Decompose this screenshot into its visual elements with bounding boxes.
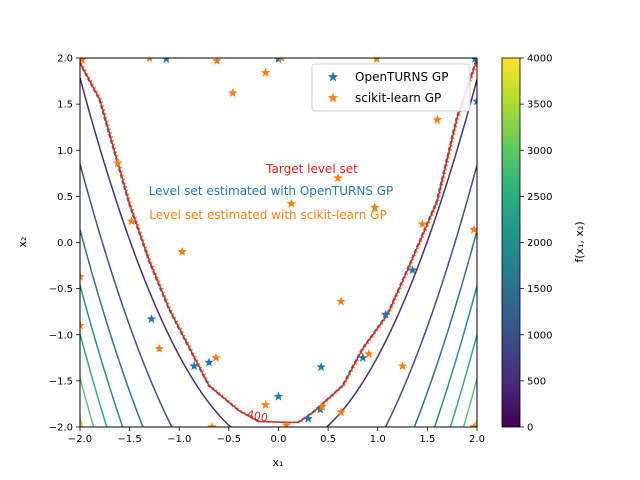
x-tick-label: 2.0 — [469, 434, 485, 445]
sklearn-point-28 — [469, 422, 477, 427]
sklearn-point-26 — [317, 401, 327, 411]
openturns-point-13 — [407, 265, 418, 275]
sklearn-point-22 — [211, 352, 221, 362]
y-tick-label: 1.5 — [57, 100, 73, 111]
sklearn-point-8 — [112, 158, 123, 168]
sklearn-point-14 — [469, 224, 477, 234]
colorbar-ticks: 0 500 1000 1500 2000 2500 3000 3500 4000 — [520, 54, 552, 434]
x-tick-label: −1.5 — [117, 434, 141, 445]
level-set-lines: 400 — [80, 59, 477, 425]
sklearn-point-16 — [80, 320, 85, 330]
openturns-point-0 — [162, 58, 171, 63]
openturns-point-11 — [358, 352, 368, 362]
sklearn-point-2 — [212, 58, 222, 65]
sklearn-point-10 — [286, 198, 297, 208]
legend-box — [311, 63, 471, 112]
x-tick-label: 0.5 — [320, 434, 336, 445]
sklearn-point-19 — [336, 296, 346, 306]
sklearn-point-25 — [281, 420, 292, 427]
x-tick-label: 0.0 — [271, 434, 287, 445]
y-tick-label: −1.0 — [49, 330, 73, 341]
contour-line-1000 — [80, 163, 477, 427]
colorbar-tick-label: 3000 — [527, 146, 552, 157]
y-tick-label: −1.5 — [49, 376, 73, 387]
contour-line-1500 — [80, 229, 477, 427]
sample-points — [80, 58, 477, 427]
openturns-point-5 — [189, 361, 199, 371]
y-tick-label: −0.5 — [49, 284, 73, 295]
contour-line-500 — [80, 77, 477, 427]
annotation-target: Target level set — [265, 162, 358, 176]
y-tick-label: 0.0 — [57, 238, 73, 249]
contour-lines — [80, 77, 477, 427]
legend-marker-0 — [327, 71, 339, 82]
sklearn-point-3 — [228, 88, 238, 98]
sklearn-point-20 — [364, 349, 374, 359]
openturns-point-8 — [303, 413, 314, 423]
openturns-level-set — [80, 59, 477, 423]
annotation-openturns: Level set estimated with OpenTURNS GP — [149, 184, 394, 198]
colorbar — [501, 57, 521, 428]
sklearn-point-5 — [278, 58, 285, 63]
sklearn-point-7 — [432, 114, 443, 124]
colorbar-tick-label: 1500 — [527, 284, 552, 295]
plot-frame — [79, 57, 478, 428]
contour-line-3000 — [80, 377, 477, 427]
openturns-point-2 — [471, 58, 477, 63]
sklearn-point-21 — [397, 361, 408, 371]
y-tick-label: 1.0 — [57, 146, 73, 157]
sklearn-point-24 — [260, 399, 271, 409]
x-tick-label: −2.0 — [68, 434, 92, 445]
y-tick-label: 0.5 — [57, 192, 73, 203]
y-tick-label: 2.0 — [57, 54, 73, 65]
sklearn-point-9 — [126, 216, 137, 226]
target-level-set — [80, 59, 477, 424]
sklearn-point-11 — [333, 172, 343, 182]
colorbar-tick-label: 1000 — [527, 330, 552, 341]
annotation-sklearn: Level set estimated with scikit-learn GP — [149, 208, 386, 222]
x-tick-label: 1.5 — [419, 434, 435, 445]
x-tick-label: 1.0 — [370, 434, 386, 445]
sklearn-point-18 — [154, 343, 165, 353]
contour-line-2500 — [80, 333, 477, 427]
legend-label-openturns: OpenTURNS GP — [355, 70, 448, 84]
openturns-point-3 — [472, 96, 477, 106]
colorbar-tick-label: 4000 — [527, 54, 552, 65]
colorbar-tick-label: 2000 — [527, 238, 552, 249]
legend-label-sklearn: scikit-learn GP — [355, 91, 441, 105]
sklearn-point-1 — [146, 58, 153, 63]
openturns-point-6 — [204, 357, 214, 367]
sklearn-point-12 — [370, 202, 380, 212]
sklearn-point-17 — [177, 246, 187, 256]
x-tick-label: −0.5 — [217, 434, 241, 445]
y-tick-label: −2.0 — [49, 423, 73, 434]
sklearn-point-6 — [372, 58, 381, 63]
legend-markers — [327, 71, 339, 103]
colorbar-label: f(x₁, x₂) — [573, 221, 586, 262]
sklearn-point-27 — [336, 407, 346, 417]
colorbar-tick-label: 500 — [527, 376, 546, 387]
contour-line-2000 — [80, 284, 477, 427]
colorbar-tick-label: 0 — [527, 423, 533, 434]
legend-marker-1 — [327, 92, 339, 103]
sklearn-point-0 — [80, 58, 87, 64]
y-axis-ticks: −2.0 −1.5 −1.0 −0.5 0.0 0.5 1.0 1.5 2.0 — [49, 54, 80, 434]
sklearn-point-4 — [260, 67, 271, 77]
openturns-point-10 — [316, 362, 326, 372]
x-axis-ticks: −2.0 −1.5 −1.0 −0.5 0.0 0.5 1.0 1.5 2.0 — [68, 427, 485, 445]
y-axis-label: x₂ — [16, 237, 29, 248]
openturns-point-12 — [380, 309, 391, 319]
x-axis-label: x₁ — [273, 456, 284, 469]
openturns-point-7 — [273, 391, 284, 401]
level-set-value-label: 400 — [246, 408, 269, 425]
colorbar-tick-label: 2500 — [527, 192, 552, 203]
legend: OpenTURNS GP scikit-learn GP — [311, 63, 471, 112]
sklearn-point-23 — [207, 422, 217, 427]
sklearn-point-15 — [80, 271, 85, 281]
colorbar-tick-label: 3500 — [527, 100, 552, 111]
sklearn-point-13 — [417, 219, 428, 229]
x-tick-label: −1.0 — [167, 434, 191, 445]
openturns-point-4 — [146, 314, 157, 324]
